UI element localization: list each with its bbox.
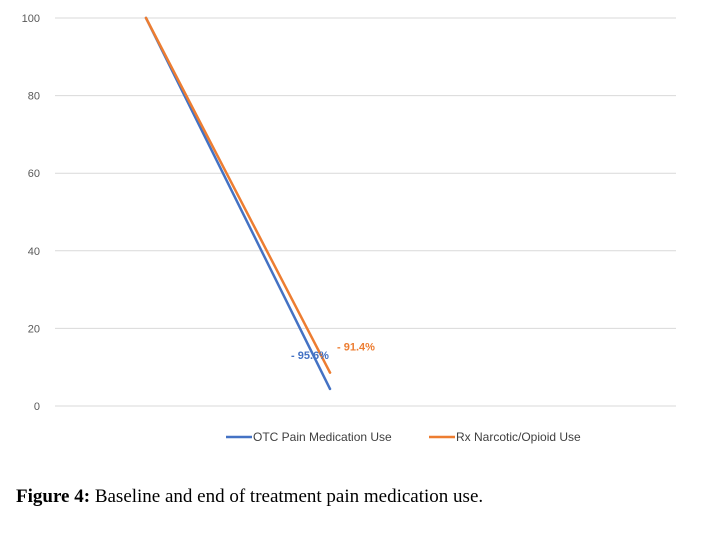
y-axis: 0 20 40 60 80 100 — [22, 13, 40, 413]
series-lines — [144, 16, 332, 391]
data-label-series-1: - 95.6% — [291, 350, 329, 362]
gridlines — [55, 17, 676, 407]
series-2-point-2 — [328, 371, 332, 374]
series-line-1 — [144, 16, 332, 391]
y-tick-label-20: 20 — [28, 323, 40, 335]
y-tick-label-60: 60 — [28, 168, 40, 180]
series-1-point-2 — [328, 387, 332, 391]
y-tick-label-0: 0 — [34, 401, 40, 413]
legend-label-2: Rx Narcotic/Opioid Use — [456, 430, 581, 444]
data-labels: - 95.6% - 91.4% — [291, 342, 375, 362]
figure-caption: Figure 4: Baseline and end of treatment … — [16, 486, 696, 508]
caption-label: Figure 4: — [16, 486, 91, 507]
y-tick-label-80: 80 — [28, 91, 40, 103]
series-line-2 — [144, 16, 332, 374]
y-tick-label-40: 40 — [28, 246, 40, 258]
line-chart: 0 20 40 60 80 100 - 95.6% - 91.4% OTC Pain Med… — [22, 13, 676, 444]
legend-label-1: OTC Pain Medication Use — [253, 430, 392, 444]
caption-text: Baseline and end of treatment pain medic… — [90, 486, 484, 507]
series-2-point-1 — [144, 16, 148, 20]
y-tick-label-100: 100 — [22, 13, 40, 25]
data-label-series-2: - 91.4% — [337, 342, 375, 354]
legend: OTC Pain Medication Use Rx Narcotic/Opioi… — [226, 430, 581, 444]
